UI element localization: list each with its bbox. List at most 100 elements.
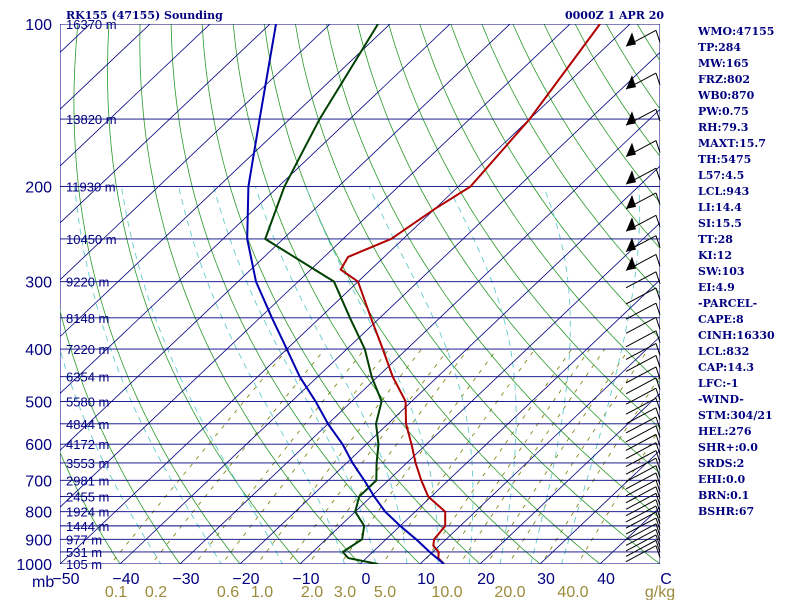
wind-barb-icon — [625, 511, 661, 529]
sounding-index-item: LFC:-1 — [698, 377, 739, 390]
isotherm-line — [479, 392, 660, 564]
wind-barb-icon — [625, 465, 661, 483]
temperature-tick-label: −50 — [52, 571, 79, 588]
height-label: 3553 m — [66, 456, 109, 471]
moist-adiabat-line — [561, 186, 641, 564]
wind-barb-icon — [625, 29, 661, 47]
height-label: 11930 m — [66, 180, 116, 195]
pressure-tick-label: 400 — [25, 342, 52, 359]
mixing-ratio-label: g/kg — [645, 584, 675, 600]
wind-barb-icon — [625, 433, 661, 451]
mixing-ratio-label: 0.1 — [105, 584, 127, 600]
wind-barb-icon — [625, 271, 661, 289]
height-label: 6354 m — [66, 370, 109, 385]
wind-barb-icon — [625, 397, 661, 415]
height-label: 1444 m — [66, 519, 109, 534]
parcel-line — [246, 24, 445, 564]
sounding-index-item: SW:103 — [698, 265, 745, 278]
height-label: 9220 m — [66, 275, 109, 290]
dry-adiabat-line — [419, 24, 660, 384]
pressure-tick-label: 800 — [25, 505, 52, 522]
sounding-index-item: EHI:0.0 — [698, 473, 746, 486]
dry-adiabat-line — [481, 24, 660, 294]
height-label: 8148 m — [66, 311, 109, 326]
wind-barb-icon — [625, 366, 661, 384]
pressure-tick-label: 200 — [25, 180, 52, 197]
sounding-index-item: RH:79.3 — [698, 121, 749, 134]
mixing-ratio-line — [221, 348, 390, 564]
wind-barb-icon — [625, 486, 661, 504]
plot-frame — [60, 24, 660, 564]
sounding-index-item: KI:12 — [698, 249, 733, 262]
sounding-index-item: -WIND- — [698, 393, 744, 406]
mixing-ratio-line — [577, 427, 660, 564]
wind-barb-icon — [625, 387, 661, 405]
sounding-index-item: TP:284 — [698, 41, 742, 54]
sounding-index-item: FRZ:802 — [698, 73, 751, 86]
sounding-index-item: HEL:276 — [698, 425, 752, 438]
isotherm-line — [179, 108, 660, 564]
wind-barb-icon — [625, 492, 661, 510]
dry-adiabat-line — [295, 24, 660, 564]
mixing-ratio-line — [150, 348, 326, 564]
mixing-ratio-label: 1.0 — [251, 584, 273, 600]
isotherm-line — [60, 24, 511, 451]
moist-adiabat-line — [447, 186, 517, 564]
mixing-ratio-label: 3.0 — [334, 584, 356, 600]
sounding-index-item: SI:15.5 — [698, 217, 742, 230]
dry-adiabat-line — [107, 24, 301, 564]
sounding-index-item: EI:4.9 — [698, 281, 735, 294]
height-label: 2455 m — [66, 490, 109, 505]
pressure-tick-label: 100 — [25, 17, 52, 34]
height-label: 5580 m — [66, 394, 109, 409]
wind-barb-icon — [625, 479, 661, 497]
mixing-ratio-line — [381, 348, 536, 564]
isotherm-line — [60, 24, 451, 395]
wind-barb-icon — [625, 529, 661, 546]
wind-barb-icon — [625, 342, 661, 360]
isotherm-line — [419, 336, 660, 564]
isotherm-line — [60, 24, 151, 110]
temperature-tick-label: −40 — [112, 571, 139, 588]
dry-adiabat-line — [263, 24, 601, 564]
mixing-ratio-line — [541, 375, 660, 564]
mixing-ratio-label: 2.0 — [301, 584, 323, 600]
wind-barb-icon — [625, 235, 661, 253]
wind-barb-icon — [625, 192, 661, 210]
dry-adiabat-line — [450, 24, 660, 339]
dewpoint-line — [263, 24, 383, 564]
sounding-index-item: MAXT:15.7 — [698, 137, 766, 150]
wind-barb-icon — [625, 287, 661, 305]
mixing-ratio-line — [442, 348, 591, 564]
sounding-lines — [246, 24, 601, 564]
temperature-tick-label: 30 — [537, 571, 555, 588]
temperature-tick-label: 0 — [362, 571, 371, 588]
height-label: 531 m — [66, 545, 102, 560]
wind-barb-icon — [625, 457, 661, 475]
wind-barb-icon — [625, 442, 661, 460]
isotherm-line — [60, 24, 211, 167]
sounding-index-item: SRDS:2 — [698, 457, 745, 470]
pressure-tick-label: 300 — [25, 275, 52, 292]
height-label: 1924 m — [66, 505, 109, 520]
sounding-index-item: WB0:870 — [698, 89, 755, 102]
sounding-index-item: PW:0.75 — [698, 105, 749, 118]
sounding-index-item: LCL:943 — [698, 185, 750, 198]
wind-barb-icon — [625, 330, 661, 348]
wind-barb-icon — [625, 523, 661, 541]
wind-barb-icon — [625, 416, 661, 434]
mixing-ratio-line — [507, 348, 649, 564]
sounding-index-item: CAPE:8 — [698, 313, 744, 326]
mixing-ratio-line — [339, 348, 498, 564]
isotherm-line — [60, 24, 631, 564]
dry-adiabat-line — [60, 451, 121, 564]
wind-barb-icon — [625, 253, 661, 271]
sounding-index-item: WMO:47155 — [698, 25, 775, 38]
isotherm-line — [60, 24, 331, 281]
mixing-ratio-line — [422, 348, 573, 564]
sounding-index-item: SHR+:0.0 — [698, 441, 758, 454]
mixing-ratio-label: 5.0 — [374, 584, 396, 600]
temperature-tick-label: −20 — [232, 571, 259, 588]
